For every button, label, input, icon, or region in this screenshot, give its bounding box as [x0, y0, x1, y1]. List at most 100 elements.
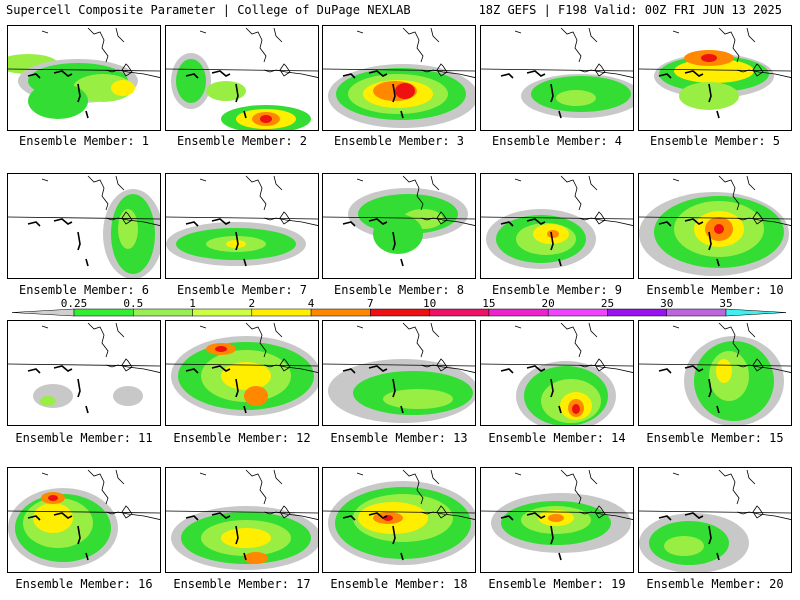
- map-field-svg: [639, 322, 791, 425]
- colorbar-segment: [192, 308, 253, 317]
- lake-outline: [500, 512, 562, 561]
- boundary-line: [639, 216, 791, 220]
- colorbar-right-arrow: [725, 308, 787, 317]
- map-field-svg: [166, 322, 318, 416]
- colorbar-tick-label: 0.5: [123, 297, 144, 310]
- coastline-outline: [356, 27, 475, 78]
- boundary-line: [166, 68, 318, 72]
- boundary-line: [166, 216, 318, 220]
- map-field-svg: [166, 175, 318, 267]
- boundary-line: [8, 216, 160, 220]
- colorbar-tick-label: 7: [367, 297, 374, 310]
- coastline-outline: [41, 27, 160, 78]
- scp-contour-blob: [226, 240, 246, 248]
- colorbar-tick-label: 20: [541, 297, 555, 310]
- ensemble-member-label: Ensemble Member: 13: [330, 431, 468, 445]
- scp-contour-blob: [48, 495, 58, 501]
- lake-outline: [658, 70, 720, 119]
- map-field-svg: [639, 469, 791, 572]
- colorbar-segment: [429, 308, 490, 317]
- scp-contour-blob: [33, 503, 73, 533]
- ensemble-map-panel: [7, 25, 161, 131]
- boundary-line: [166, 510, 318, 514]
- scp-contour-blob: [714, 224, 724, 234]
- boundary-line: [639, 510, 791, 514]
- boundary-line: [8, 68, 160, 72]
- page-title: Supercell Composite Parameter | College …: [6, 3, 411, 17]
- boundary-line: [639, 68, 791, 72]
- ensemble-map-panel: [7, 467, 161, 573]
- ensemble-map-panel: [322, 467, 476, 573]
- ensemble-map-panel: [165, 467, 319, 573]
- map-field-svg: [481, 175, 633, 269]
- scp-contour-blob: [221, 362, 271, 390]
- scp-contour-blob: [548, 514, 564, 522]
- ensemble-member-label: Ensemble Member: 14: [488, 431, 626, 445]
- colorbar-segment: [251, 308, 312, 317]
- ensemble-member-label: Ensemble Member: 18: [330, 577, 468, 591]
- coastline-outline: [41, 322, 160, 373]
- lake-outline: [658, 512, 720, 561]
- scp-contour-blob: [674, 59, 754, 83]
- colorbar-tick-label: 25: [600, 297, 615, 310]
- colorbar-tick-label: 30: [660, 297, 674, 310]
- lake-outline: [658, 218, 720, 267]
- scp-contour-blob: [111, 80, 135, 96]
- scp-contour-blob: [118, 209, 138, 249]
- boundary-line: [323, 68, 475, 72]
- ensemble-member-label: Ensemble Member: 19: [488, 577, 626, 591]
- ensemble-map-panel: [480, 25, 634, 131]
- boundary-line: [8, 363, 160, 367]
- boundary-line: [481, 216, 633, 220]
- scp-contour-blob: [664, 536, 704, 556]
- coastline-outline: [672, 322, 791, 373]
- ensemble-map-panel: [480, 173, 634, 279]
- map-field-svg: [8, 27, 160, 119]
- scp-contour-blob: [215, 346, 227, 352]
- ensemble-member-label: Ensemble Member: 3: [333, 134, 465, 148]
- colorbar-segment: [607, 308, 667, 317]
- ensemble-map-panel: [7, 173, 161, 279]
- scp-contour-blob: [113, 386, 143, 406]
- lake-outline: [342, 512, 404, 561]
- ensemble-map-panel: [638, 320, 792, 426]
- colorbar-tick-label: 0.25: [60, 297, 88, 310]
- boundary-line: [8, 510, 160, 514]
- colorbar-segment: [73, 308, 134, 317]
- scp-contour-blob: [260, 115, 272, 123]
- lake-outline: [27, 365, 89, 414]
- map-field-svg: [481, 469, 633, 561]
- ensemble-map-panel: [638, 173, 792, 279]
- ensemble-member-label: Ensemble Member: 10: [646, 283, 784, 297]
- ensemble-member-label: Ensemble Member: 17: [173, 577, 311, 591]
- lake-outline: [500, 218, 562, 267]
- coastline-outline: [41, 469, 160, 520]
- boundary-line: [323, 363, 475, 367]
- lake-outline: [27, 512, 89, 561]
- boundary-line: [166, 363, 318, 367]
- map-field-svg: [323, 322, 475, 423]
- coastline-outline: [514, 469, 633, 520]
- map-field-svg: [8, 322, 160, 414]
- ensemble-member-label: Ensemble Member: 2: [176, 134, 308, 148]
- ensemble-map-panel: [165, 320, 319, 426]
- scp-contour-blob: [244, 386, 268, 406]
- scp-contour-blob: [373, 214, 423, 254]
- ensemble-map-panel: [322, 173, 476, 279]
- lake-outline: [342, 218, 404, 267]
- lake-outline: [27, 70, 89, 119]
- map-field-svg: [166, 469, 318, 570]
- colorbar-tick-label: 10: [423, 297, 437, 310]
- ensemble-member-label: Ensemble Member: 7: [176, 283, 308, 297]
- lake-outline: [342, 365, 404, 414]
- scp-contour-blob: [572, 404, 580, 414]
- map-field-svg: [323, 469, 475, 565]
- coastline-outline: [199, 469, 318, 520]
- colorbar-segment: [133, 308, 193, 317]
- lake-outline: [27, 218, 89, 267]
- map-field-svg: [8, 175, 160, 278]
- ensemble-map-panel: [165, 173, 319, 279]
- ensemble-member-label: Ensemble Member: 12: [173, 431, 311, 445]
- ensemble-member-label: Ensemble Member: 6: [18, 283, 150, 297]
- colorbar-tick-label: 1: [189, 297, 196, 310]
